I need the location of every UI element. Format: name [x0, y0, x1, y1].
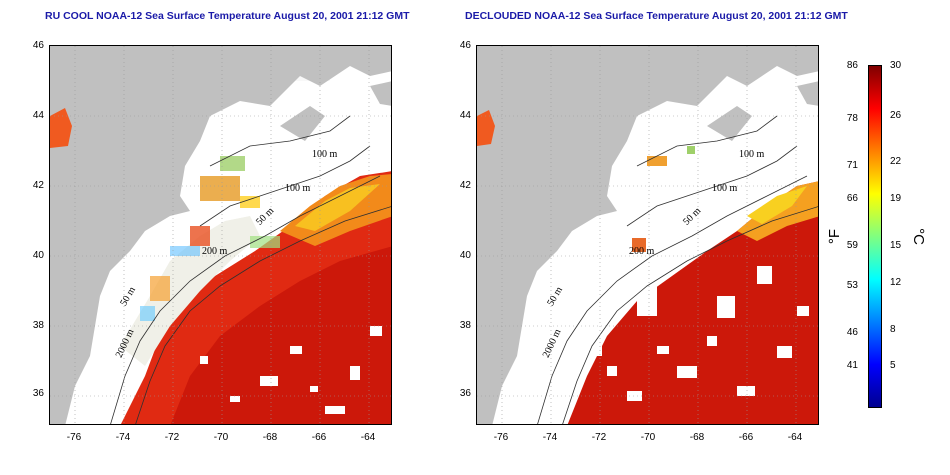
colorbar-fahrenheit-tick: 66	[846, 193, 858, 204]
fahrenheit-unit-label: °F	[826, 228, 844, 245]
colorbar-fahrenheit-tick: 59	[846, 240, 858, 251]
lon-tick-label: -74	[542, 432, 558, 443]
cloud-speckles	[200, 326, 382, 414]
colorbar-fahrenheit-tick: 78	[846, 113, 858, 124]
colorbar-celsius-tick: 15	[890, 240, 902, 251]
contour-label: 200 m	[202, 246, 228, 257]
contour-label: 100 m	[712, 183, 738, 194]
colorbar-celsius-tick: 5	[890, 360, 896, 371]
land-mass	[50, 46, 391, 424]
colorbar-celsius-tick: 19	[890, 193, 902, 204]
sst-warm-region	[567, 181, 818, 424]
lat-tick-label: 42	[459, 180, 471, 191]
colorbar-celsius-tick: 26	[890, 110, 902, 121]
lat-tick-label: 38	[32, 320, 44, 331]
lat-tick-label: 46	[32, 40, 44, 51]
right-map-title: DECLOUDED NOAA-12 Sea Surface Temperatur…	[465, 10, 848, 22]
lon-tick-label: -68	[262, 432, 278, 443]
lat-lon-grid	[50, 46, 391, 424]
lat-tick-label: 42	[32, 180, 44, 191]
contour-label: 100 m	[739, 149, 765, 160]
left-map-title: RU COOL NOAA-12 Sea Surface Temperature …	[45, 10, 410, 22]
celsius-unit-label: °C	[909, 228, 927, 245]
lon-tick-label: -64	[787, 432, 803, 443]
lon-tick-label: -74	[115, 432, 131, 443]
colorbar-fahrenheit-tick: 46	[846, 327, 858, 338]
lon-tick-label: -70	[640, 432, 656, 443]
lat-tick-label: 44	[459, 110, 471, 121]
lon-tick-label: -64	[360, 432, 376, 443]
right-map-graphic	[477, 46, 818, 424]
lon-tick-label: -66	[311, 432, 327, 443]
lat-tick-label: 44	[32, 110, 44, 121]
left-sst-map: 100 m 100 m 50 m 200 m 50 m 2000 m	[49, 45, 392, 425]
lat-tick-label: 36	[32, 388, 44, 399]
left-map-graphic	[50, 46, 391, 424]
lon-tick-label: -72	[164, 432, 180, 443]
contour-label: 100 m	[312, 149, 338, 160]
contour-label: 200 m	[629, 246, 655, 257]
lat-tick-label: 46	[459, 40, 471, 51]
lat-tick-label: 36	[459, 388, 471, 399]
colorbar-celsius-tick: 12	[890, 277, 902, 288]
sst-colorbar	[868, 65, 882, 408]
lon-tick-label: -72	[591, 432, 607, 443]
colorbar-celsius-tick: 30	[890, 60, 902, 71]
lon-tick-label: -68	[689, 432, 705, 443]
colorbar-fahrenheit-tick: 86	[846, 60, 858, 71]
contour-label: 100 m	[285, 183, 311, 194]
lat-tick-label: 38	[459, 320, 471, 331]
lon-tick-label: -76	[66, 432, 82, 443]
lon-tick-label: -76	[493, 432, 509, 443]
colorbar-fahrenheit-tick: 71	[846, 160, 858, 171]
lat-tick-label: 40	[459, 250, 471, 261]
sst-gulf-stream	[170, 246, 391, 424]
colorbar-celsius-tick: 8	[890, 324, 896, 335]
land-mass	[477, 46, 818, 424]
lon-tick-label: -66	[738, 432, 754, 443]
colorbar-fahrenheit-tick: 41	[846, 360, 858, 371]
colorbar-celsius-tick: 22	[890, 156, 902, 167]
lat-tick-label: 40	[32, 250, 44, 261]
lat-lon-grid	[477, 46, 818, 424]
right-sst-map: 100 m 100 m 50 m 200 m 50 m 2000 m	[476, 45, 819, 425]
colorbar-fahrenheit-tick: 53	[846, 280, 858, 291]
lon-tick-label: -70	[213, 432, 229, 443]
